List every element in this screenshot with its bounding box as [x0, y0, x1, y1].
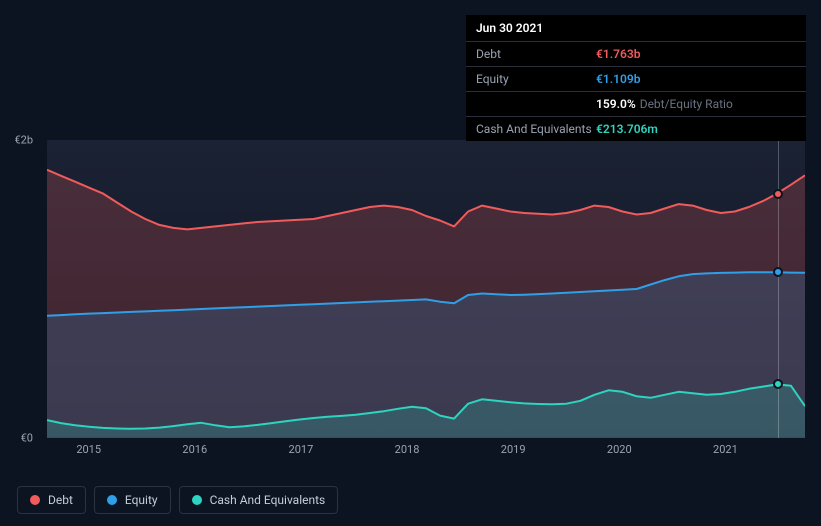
- x-tick-label: 2019: [501, 443, 526, 456]
- x-tick-label: 2018: [395, 443, 420, 456]
- tooltip-row: 159.0% Debt/Equity Ratio: [466, 91, 806, 116]
- hover-line: [778, 140, 779, 438]
- hover-dot-equity: [773, 267, 783, 277]
- legend-swatch: [192, 495, 202, 505]
- tooltip-label: Equity: [476, 72, 596, 86]
- legend-item-equity[interactable]: Equity: [94, 486, 171, 514]
- legend-item-cash-and-equivalents[interactable]: Cash And Equivalents: [179, 486, 339, 514]
- chart-tooltip: Jun 30 2021 Debt€1.763bEquity€1.109b159.…: [466, 15, 806, 141]
- tooltip-label: [476, 97, 596, 111]
- x-tick-label: 2020: [607, 443, 632, 456]
- area-chart: €0 €2b 2015 2016 2017 2018 2019 2020 2021: [17, 118, 807, 513]
- tooltip-label: Debt: [476, 47, 596, 61]
- tooltip-row: Debt€1.763b: [466, 41, 806, 66]
- x-tick-label: 2015: [76, 443, 101, 456]
- legend: Debt Equity Cash And Equivalents: [17, 486, 338, 514]
- tooltip-value: €1.763b: [596, 47, 640, 61]
- tooltip-row: Cash And Equivalents€213.706m: [466, 116, 806, 141]
- tooltip-label: Cash And Equivalents: [476, 122, 596, 136]
- y-tick-label: €2b: [14, 134, 33, 147]
- legend-label: Cash And Equivalents: [210, 493, 326, 507]
- legend-swatch: [107, 495, 117, 505]
- x-axis: 2015 2016 2017 2018 2019 2020 2021: [47, 443, 805, 461]
- hover-dot-cash-and-equivalents: [773, 379, 783, 389]
- x-tick-label: 2021: [713, 443, 738, 456]
- hover-dot-debt: [773, 189, 783, 199]
- x-tick-label: 2016: [182, 443, 207, 456]
- legend-label: Equity: [125, 493, 158, 507]
- plot-area[interactable]: [47, 140, 805, 438]
- tooltip-row: Equity€1.109b: [466, 66, 806, 91]
- y-tick-label: €0: [21, 432, 33, 445]
- tooltip-suffix: Debt/Equity Ratio: [640, 97, 733, 111]
- tooltip-value: 159.0%: [596, 97, 636, 111]
- legend-label: Debt: [48, 493, 73, 507]
- legend-item-debt[interactable]: Debt: [17, 486, 86, 514]
- legend-swatch: [30, 495, 40, 505]
- tooltip-value: €1.109b: [596, 72, 640, 86]
- tooltip-value: €213.706m: [596, 122, 658, 136]
- tooltip-date: Jun 30 2021: [466, 15, 806, 41]
- x-tick-label: 2017: [289, 443, 314, 456]
